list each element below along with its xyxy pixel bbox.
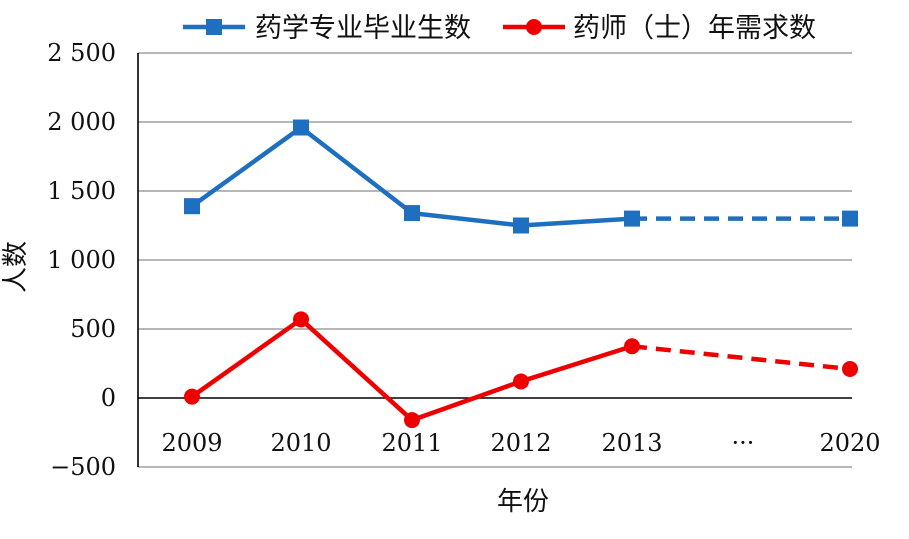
series-line-2: [189, 317, 635, 423]
x-tick-labels: 2009 2010 2011 2012 2013 ··· 2020: [161, 429, 880, 457]
data-point-series-2: [513, 373, 529, 390]
y-tick-label: 2 000: [47, 108, 116, 136]
y-axis-title: 人数: [1, 241, 31, 293]
x-tick-label: 2013: [601, 429, 662, 457]
legend-marker-2: [526, 19, 542, 35]
grid-layer: [138, 52, 852, 468]
x-tick-label: ···: [732, 429, 755, 457]
y-tick-label: 500: [70, 315, 116, 343]
data-point-series-1: [293, 119, 309, 136]
x-tick-label: 2009: [161, 429, 222, 457]
data-point-series-2: [184, 388, 200, 405]
x-axis-title: 年份: [497, 487, 549, 517]
x-tick-label: 2012: [490, 429, 551, 457]
data-point-series-2: [842, 361, 858, 378]
data-point-series-2: [624, 338, 640, 355]
y-tick-label: −500: [50, 453, 116, 481]
series-projection-line-2: [631, 344, 851, 372]
data-point-series-1: [184, 198, 200, 215]
legend-marker-1: [206, 19, 222, 35]
x-tick-label: 2011: [381, 429, 442, 457]
legend-label-2: 药师（士）年需求数: [573, 13, 816, 44]
legend: 药学专业毕业生数 药师（士）年需求数: [183, 13, 816, 44]
data-point-series-2: [293, 311, 309, 328]
axis-layer: [137, 53, 852, 467]
y-tick-label: 0: [101, 384, 116, 412]
data-point-series-2: [404, 412, 420, 429]
y-tick-label: 2 500: [47, 39, 116, 67]
y-tick-labels: −500 0 500 1 000 1 500 2 000 2 500: [47, 39, 116, 481]
y-tick-label: 1 000: [47, 246, 116, 274]
legend-label-1: 药学专业毕业生数: [255, 13, 471, 44]
data-point-series-1: [842, 210, 858, 227]
series-layer: [184, 119, 858, 429]
data-point-series-1: [404, 205, 420, 222]
data-point-series-1: [624, 210, 640, 227]
x-tick-label: 2010: [270, 429, 331, 457]
data-point-series-1: [513, 217, 529, 234]
x-tick-label: 2020: [819, 429, 880, 457]
y-tick-label: 1 500: [47, 177, 116, 205]
